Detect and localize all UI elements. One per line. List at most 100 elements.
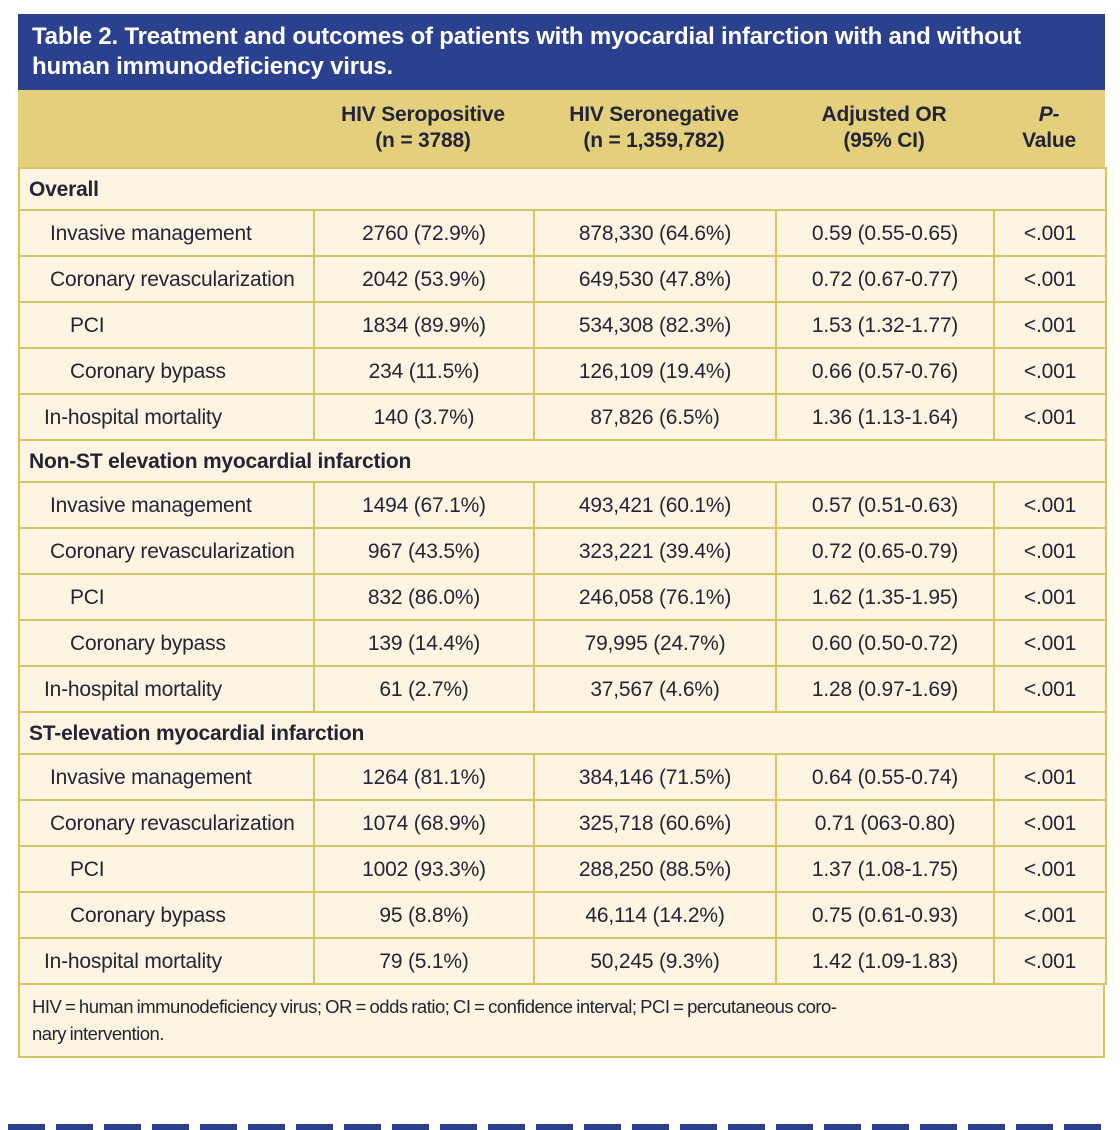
row-value-col4: <.001: [993, 347, 1107, 395]
column-header-row: HIV Seropositive (n = 3788) HIV Seronegati…: [18, 90, 1105, 167]
column-header-text: (n = 1,359,782): [583, 129, 725, 152]
section-row: Non-ST elevation myocardial infarction: [18, 439, 1107, 483]
section-row: Overall: [18, 167, 1107, 211]
row-value-col2: 46,114 (14.2%): [533, 891, 777, 939]
row-value-col3: 1.37 (1.08-1.75): [775, 845, 995, 893]
row-value-col1: 95 (8.8%): [313, 891, 535, 939]
row-label: In-hospital mortality: [18, 665, 315, 713]
table-sheet: Table 2. Treatment and outcomes of patie…: [18, 14, 1107, 1058]
data-row: Coronary revascularization 2042 (53.9%) 64…: [18, 255, 1107, 303]
row-value-col4: <.001: [993, 753, 1107, 801]
row-value-col4: <.001: [993, 393, 1107, 441]
row-value-col1: 1002 (93.3%): [313, 845, 535, 893]
data-row: Coronary revascularization 967 (43.5%) 323…: [18, 527, 1107, 575]
row-label: Coronary bypass: [18, 891, 315, 939]
row-value-col2: 126,109 (19.4%): [533, 347, 777, 395]
data-row: In-hospital mortality 79 (5.1%) 50,245 (9.…: [18, 937, 1107, 985]
row-value-col4: <.001: [993, 799, 1107, 847]
footnote-line1: HIV = human immunodeficiency virus; OR =…: [32, 996, 837, 1017]
table-title-line1: Table 2. Treatment and outcomes of patie…: [32, 23, 1021, 50]
next-table-cropped-edge: [8, 1124, 1112, 1130]
row-value-col4: <.001: [993, 481, 1107, 529]
row-label: PCI: [18, 573, 315, 621]
column-header-3: Adjusted OR (95% CI): [775, 90, 993, 167]
column-header-2: HIV Seronegative (n = 1,359,782): [533, 90, 775, 167]
row-value-col3: 1.53 (1.32-1.77): [775, 301, 995, 349]
row-label: Coronary bypass: [18, 619, 315, 667]
data-row: Coronary bypass 139 (14.4%) 79,995 (24.7%)…: [18, 619, 1107, 667]
column-header-text: (95% CI): [843, 129, 925, 152]
table-footnote: HIV = human immunodeficiency virus; OR =…: [18, 985, 1105, 1058]
section-title: Non-ST elevation myocardial infarction: [18, 439, 1107, 483]
data-row: PCI 832 (86.0%) 246,058 (76.1%) 1.62 (1.35-…: [18, 573, 1107, 621]
row-label: In-hospital mortality: [18, 393, 315, 441]
row-value-col1: 2042 (53.9%): [313, 255, 535, 303]
data-table: Overall Invasive management 2760 (72.9%) 87…: [18, 167, 1107, 985]
row-value-col1: 61 (2.7%): [313, 665, 535, 713]
row-value-col2: 50,245 (9.3%): [533, 937, 777, 985]
data-row: In-hospital mortality 61 (2.7%) 37,567 (4.…: [18, 665, 1107, 713]
row-label: Invasive management: [18, 753, 315, 801]
row-value-col2: 878,330 (64.6%): [533, 209, 777, 257]
row-value-col2: 534,308 (82.3%): [533, 301, 777, 349]
row-value-col4: <.001: [993, 665, 1107, 713]
row-value-col2: 323,221 (39.4%): [533, 527, 777, 575]
row-value-col3: 1.36 (1.13-1.64): [775, 393, 995, 441]
row-value-col3: 1.28 (0.97-1.69): [775, 665, 995, 713]
column-header-text: HIV Seronegative: [569, 103, 739, 126]
row-value-col1: 139 (14.4%): [313, 619, 535, 667]
column-header-text: (n = 3788): [375, 129, 471, 152]
row-value-col2: 325,718 (60.6%): [533, 799, 777, 847]
row-value-col2: 37,567 (4.6%): [533, 665, 777, 713]
row-value-col1: 140 (3.7%): [313, 393, 535, 441]
row-value-col4: <.001: [993, 619, 1107, 667]
row-value-col1: 832 (86.0%): [313, 573, 535, 621]
row-value-col2: 87,826 (6.5%): [533, 393, 777, 441]
row-value-col1: 2760 (72.9%): [313, 209, 535, 257]
row-value-col4: <.001: [993, 209, 1107, 257]
row-label: In-hospital mortality: [18, 937, 315, 985]
footnote-line2: nary intervention.: [32, 1023, 164, 1044]
row-value-col3: 1.62 (1.35-1.95): [775, 573, 995, 621]
row-value-col2: 79,995 (24.7%): [533, 619, 777, 667]
column-header-text: Value: [1022, 129, 1076, 152]
data-row: Coronary bypass 95 (8.8%) 46,114 (14.2%) 0.…: [18, 891, 1107, 939]
row-value-col2: 288,250 (88.5%): [533, 845, 777, 893]
row-label: PCI: [18, 301, 315, 349]
row-value-col1: 1494 (67.1%): [313, 481, 535, 529]
column-header-text: HIV Seropositive: [341, 103, 505, 126]
column-header-0: [18, 116, 313, 141]
row-value-col1: 1264 (81.1%): [313, 753, 535, 801]
section-title: Overall: [18, 167, 1107, 211]
data-row: Invasive management 1494 (67.1%) 493,421 (…: [18, 481, 1107, 529]
row-label: Invasive management: [18, 209, 315, 257]
row-value-col1: 967 (43.5%): [313, 527, 535, 575]
row-value-col3: 0.59 (0.55-0.65): [775, 209, 995, 257]
table-title-bar: Table 2. Treatment and outcomes of patie…: [18, 14, 1105, 90]
row-label: Coronary revascularization: [18, 527, 315, 575]
row-value-col4: <.001: [993, 845, 1107, 893]
data-row: Coronary revascularization 1074 (68.9%) 32…: [18, 799, 1107, 847]
data-row: Invasive management 1264 (81.1%) 384,146 (…: [18, 753, 1107, 801]
row-value-col1: 234 (11.5%): [313, 347, 535, 395]
row-value-col3: 0.75 (0.61-0.93): [775, 891, 995, 939]
column-header-text: Adjusted OR: [821, 103, 947, 126]
row-value-col3: 0.64 (0.55-0.74): [775, 753, 995, 801]
section-row: ST-elevation myocardial infarction: [18, 711, 1107, 755]
row-value-col4: <.001: [993, 937, 1107, 985]
row-value-col4: <.001: [993, 891, 1107, 939]
data-row: In-hospital mortality 140 (3.7%) 87,826 (6…: [18, 393, 1107, 441]
row-value-col2: 246,058 (76.1%): [533, 573, 777, 621]
row-value-col4: <.001: [993, 527, 1107, 575]
row-value-col1: 79 (5.1%): [313, 937, 535, 985]
row-value-col4: <.001: [993, 301, 1107, 349]
section-title: ST-elevation myocardial infarction: [18, 711, 1107, 755]
data-row: Coronary bypass 234 (11.5%) 126,109 (19.4%…: [18, 347, 1107, 395]
row-value-col3: 0.66 (0.57-0.76): [775, 347, 995, 395]
row-label: Invasive management: [18, 481, 315, 529]
row-value-col2: 649,530 (47.8%): [533, 255, 777, 303]
row-value-col4: <.001: [993, 255, 1107, 303]
row-value-col1: 1074 (68.9%): [313, 799, 535, 847]
row-value-col4: <.001: [993, 573, 1107, 621]
